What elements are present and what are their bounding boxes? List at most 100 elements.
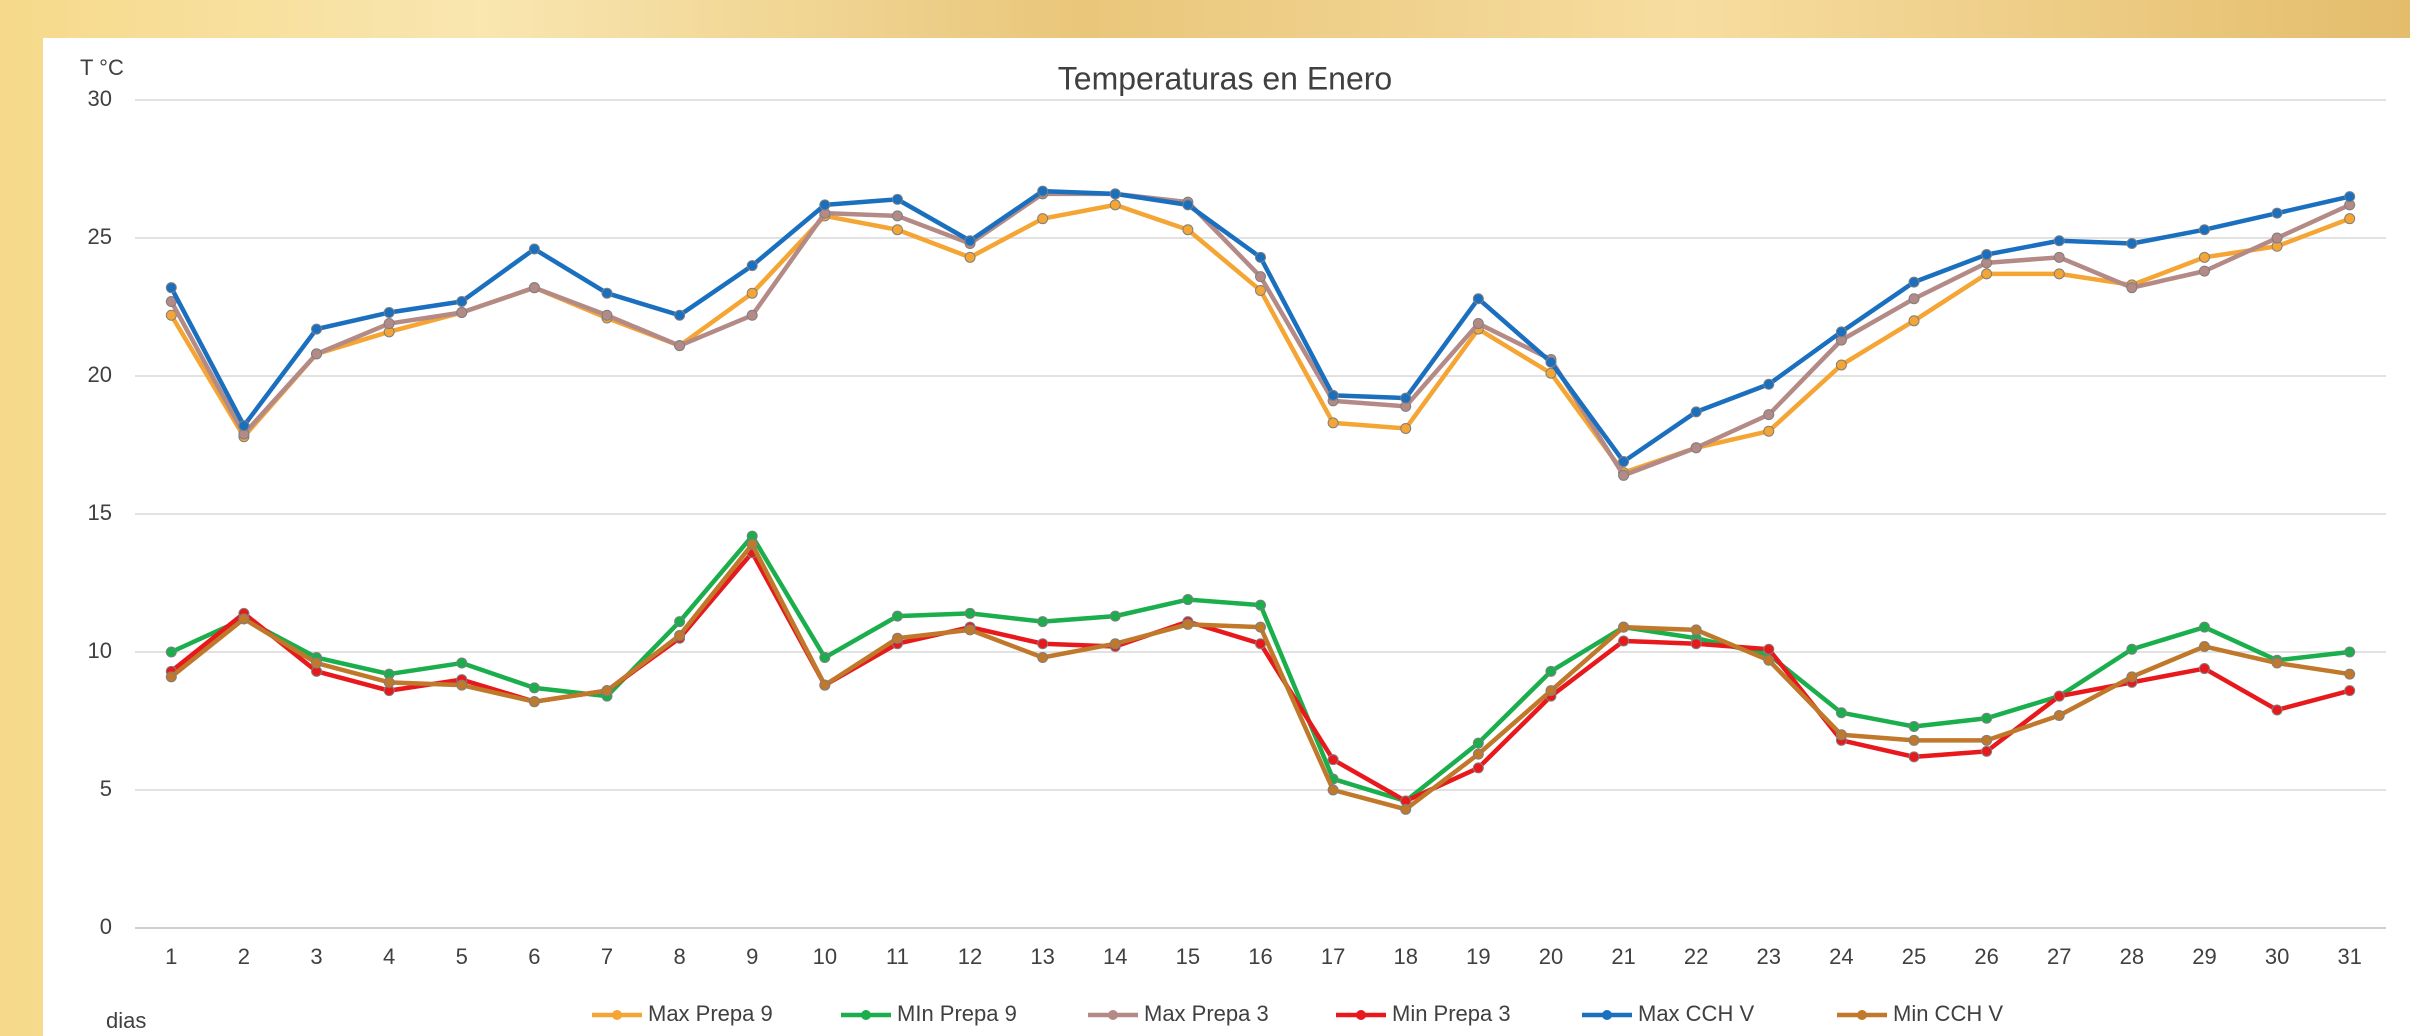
legend-marker (1857, 1010, 1867, 1020)
series-line (169, 188, 2351, 464)
x-tick-label: 24 (1829, 944, 1853, 969)
data-point (1472, 293, 1484, 305)
data-point (2053, 235, 2065, 247)
data-point (746, 538, 758, 550)
x-tick-label: 18 (1393, 944, 1417, 969)
data-point (1255, 271, 1266, 283)
data-point (1618, 621, 1630, 633)
x-tick-label: 29 (2192, 944, 2216, 969)
data-point (528, 682, 540, 694)
data-point (528, 696, 540, 708)
data-point (1327, 389, 1339, 401)
data-point (311, 323, 323, 335)
data-point (1545, 356, 1557, 368)
data-point (2271, 232, 2283, 244)
data-point (456, 657, 468, 669)
data-point (1981, 249, 1993, 261)
data-point (2053, 690, 2065, 702)
data-point (311, 657, 323, 669)
chart-panel (43, 38, 2410, 1036)
data-point (1109, 638, 1121, 650)
y-tick-label: 0 (100, 914, 112, 939)
data-point (2271, 704, 2283, 716)
data-point (2198, 251, 2210, 263)
data-point (1835, 359, 1847, 371)
data-point (1545, 685, 1557, 697)
data-point (2053, 251, 2065, 263)
data-point (1182, 594, 1194, 606)
x-tick-label: 17 (1321, 944, 1345, 969)
data-point (964, 235, 976, 247)
chart-title: Temperaturas en Enero (1058, 60, 1392, 96)
data-point (1545, 367, 1557, 379)
data-point (1400, 392, 1412, 404)
x-tick-label: 9 (746, 944, 758, 969)
data-point (383, 676, 395, 688)
data-point (1037, 213, 1049, 225)
data-point (1981, 734, 1993, 746)
x-tick-label: 16 (1248, 944, 1272, 969)
x-tick-label: 3 (310, 944, 322, 969)
data-point (456, 295, 468, 307)
data-point (1908, 734, 1920, 746)
x-tick-label: 10 (813, 944, 837, 969)
data-point (2053, 709, 2065, 721)
data-point (891, 610, 903, 622)
data-point (456, 307, 468, 319)
x-tick-label: 2 (238, 944, 250, 969)
data-point (1327, 784, 1339, 796)
data-point (456, 679, 468, 691)
data-point (1472, 748, 1484, 760)
data-point (674, 340, 686, 352)
legend-marker (1108, 1010, 1118, 1020)
data-point (1182, 224, 1194, 236)
x-tick-label: 20 (1539, 944, 1563, 969)
data-point (2053, 268, 2065, 280)
x-tick-label: 23 (1757, 944, 1781, 969)
data-point (1255, 251, 1266, 263)
data-point (1835, 729, 1847, 741)
x-tick-label: 25 (1902, 944, 1926, 969)
data-point (165, 671, 177, 683)
data-point (1109, 610, 1121, 622)
series-line (169, 202, 2351, 475)
data-point (891, 193, 903, 205)
x-tick-label: 5 (456, 944, 468, 969)
data-point (2198, 640, 2210, 652)
legend-marker (612, 1010, 622, 1020)
legend-label: Min Prepa 3 (1392, 1001, 1511, 1026)
data-point (1690, 442, 1702, 454)
data-point (601, 287, 613, 299)
data-point (674, 629, 686, 641)
x-tick-label: 11 (886, 944, 909, 969)
data-point (1618, 469, 1630, 481)
data-point (1981, 712, 1993, 724)
data-point (1255, 621, 1266, 633)
data-point (311, 348, 323, 360)
data-point (1763, 378, 1775, 390)
data-point (1400, 422, 1412, 434)
x-tick-label: 8 (673, 944, 685, 969)
data-point (1037, 638, 1049, 650)
legend-marker (1602, 1010, 1612, 1020)
data-point (165, 646, 177, 658)
legend-label: Max Prepa 9 (648, 1001, 773, 1026)
data-point (964, 624, 976, 636)
data-point (601, 685, 613, 697)
series-line (170, 533, 2350, 804)
data-point (2344, 668, 2356, 680)
data-point (2344, 191, 2356, 203)
data-point (1400, 803, 1412, 815)
x-tick-label: 15 (1176, 944, 1200, 969)
data-point (2198, 663, 2210, 675)
data-point (1690, 406, 1702, 418)
data-point (2198, 224, 2210, 236)
data-point (1763, 409, 1775, 421)
legend-marker (861, 1010, 871, 1020)
data-point (1981, 745, 1993, 757)
data-point (2198, 265, 2210, 277)
data-point (1545, 665, 1557, 677)
data-point (1255, 599, 1266, 611)
